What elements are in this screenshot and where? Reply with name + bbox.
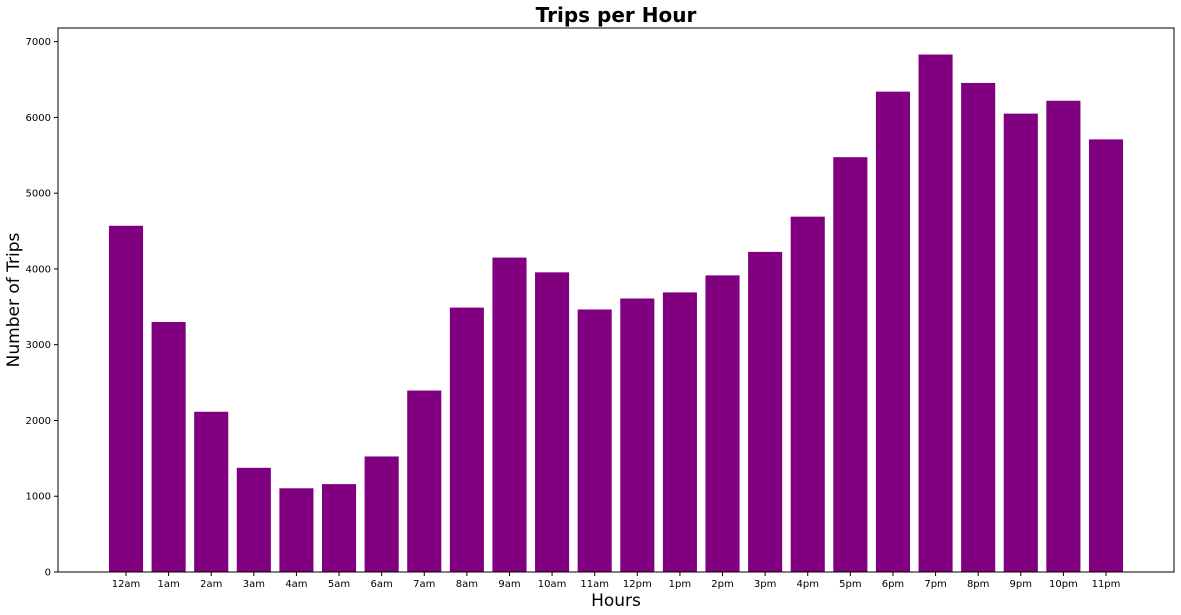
x-tick-label: 4pm xyxy=(797,579,819,590)
bar-11am xyxy=(577,309,612,572)
bar-5pm xyxy=(833,157,868,572)
y-axis: 0 1000 2000 3000 4000 5000 6000 7000 xyxy=(26,37,58,579)
y-tick-label: 0 xyxy=(45,568,51,579)
x-tick-label: 7pm xyxy=(924,579,946,590)
x-tick-label: 8pm xyxy=(967,579,989,590)
bar-4am xyxy=(279,488,314,572)
plot-frame xyxy=(57,27,1175,573)
x-tick-label: 5pm xyxy=(839,579,861,590)
bar-8am xyxy=(449,307,484,572)
bar-10pm xyxy=(1046,100,1081,573)
x-tick-label: 3pm xyxy=(754,579,776,590)
bar-3am xyxy=(236,467,271,572)
x-tick-label: 5am xyxy=(328,579,350,590)
x-axis-label: Hours xyxy=(591,591,641,611)
y-tick-label: 3000 xyxy=(26,340,51,351)
x-tick-label: 11pm xyxy=(1092,579,1121,590)
x-tick-label: 8am xyxy=(456,579,478,590)
y-tick-label: 5000 xyxy=(26,189,51,200)
x-tick-label: 1pm xyxy=(669,579,691,590)
x-tick-label: 6pm xyxy=(882,579,904,590)
bars-group xyxy=(108,54,1124,573)
x-tick-label: 6am xyxy=(371,579,393,590)
x-tick-label: 1am xyxy=(157,579,179,590)
bar-8pm xyxy=(961,82,996,573)
chart-title: Trips per Hour xyxy=(536,3,697,27)
bar-5am xyxy=(322,484,357,572)
x-axis: 12am 1am 2am 3am 4am 5am 6am 7am 8am 9am 10am 11am 1… xyxy=(112,572,1121,590)
bar-9am xyxy=(492,257,527,572)
bar-12pm xyxy=(620,298,655,572)
x-tick-label: 9pm xyxy=(1010,579,1032,590)
bar-10am xyxy=(535,272,570,572)
bar-2am xyxy=(194,411,229,572)
bar-7pm xyxy=(918,54,953,572)
bar-1am xyxy=(151,321,186,572)
bar-2pm xyxy=(705,275,740,572)
x-tick-label: 12pm xyxy=(623,579,652,590)
bar-6pm xyxy=(875,91,910,572)
x-tick-label: 12am xyxy=(112,579,141,590)
x-tick-label: 7am xyxy=(413,579,435,590)
bar-12am xyxy=(108,225,144,572)
y-tick-label: 4000 xyxy=(26,264,51,275)
bar-11pm xyxy=(1088,139,1124,572)
x-tick-label: 2pm xyxy=(711,579,733,590)
y-tick-label: 2000 xyxy=(26,416,51,427)
y-tick-label: 6000 xyxy=(26,113,51,124)
bar-6am xyxy=(364,456,399,572)
bar-7am xyxy=(407,390,442,572)
x-tick-label: 2am xyxy=(200,579,222,590)
bar-3pm xyxy=(748,251,783,572)
bar-4pm xyxy=(790,216,825,572)
y-axis-label: Number of Trips xyxy=(4,232,24,367)
x-tick-label: 10am xyxy=(538,579,567,590)
x-tick-label: 3am xyxy=(243,579,265,590)
x-tick-label: 4am xyxy=(285,579,307,590)
bar-9pm xyxy=(1003,113,1038,573)
y-tick-label: 7000 xyxy=(26,37,51,48)
y-tick-label: 1000 xyxy=(26,492,51,503)
x-tick-label: 11am xyxy=(580,579,609,590)
x-tick-label: 9am xyxy=(498,579,520,590)
x-tick-label: 10pm xyxy=(1049,579,1078,590)
bar-1pm xyxy=(662,292,697,572)
